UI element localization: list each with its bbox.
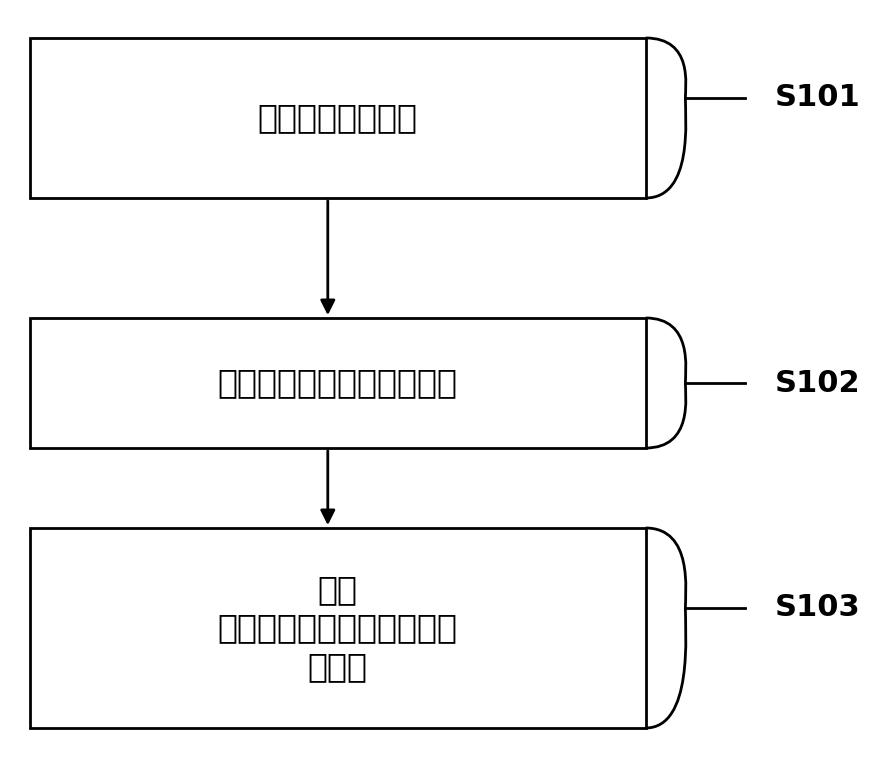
Text: 推导
卵砾石沙波出现的临界条件
表达式: 推导 卵砾石沙波出现的临界条件 表达式 [218,573,457,683]
Bar [30,528,645,728]
Bar [30,38,645,198]
Text: S103: S103 [774,594,860,622]
Bar [30,318,645,448]
Text: S101: S101 [774,83,861,112]
Text: S102: S102 [774,368,860,397]
Text: 归纳出沙波的临界水流条件: 归纳出沙波的临界水流条件 [218,367,457,399]
Text: 进行室内水槽试验: 进行室内水槽试验 [258,102,418,134]
